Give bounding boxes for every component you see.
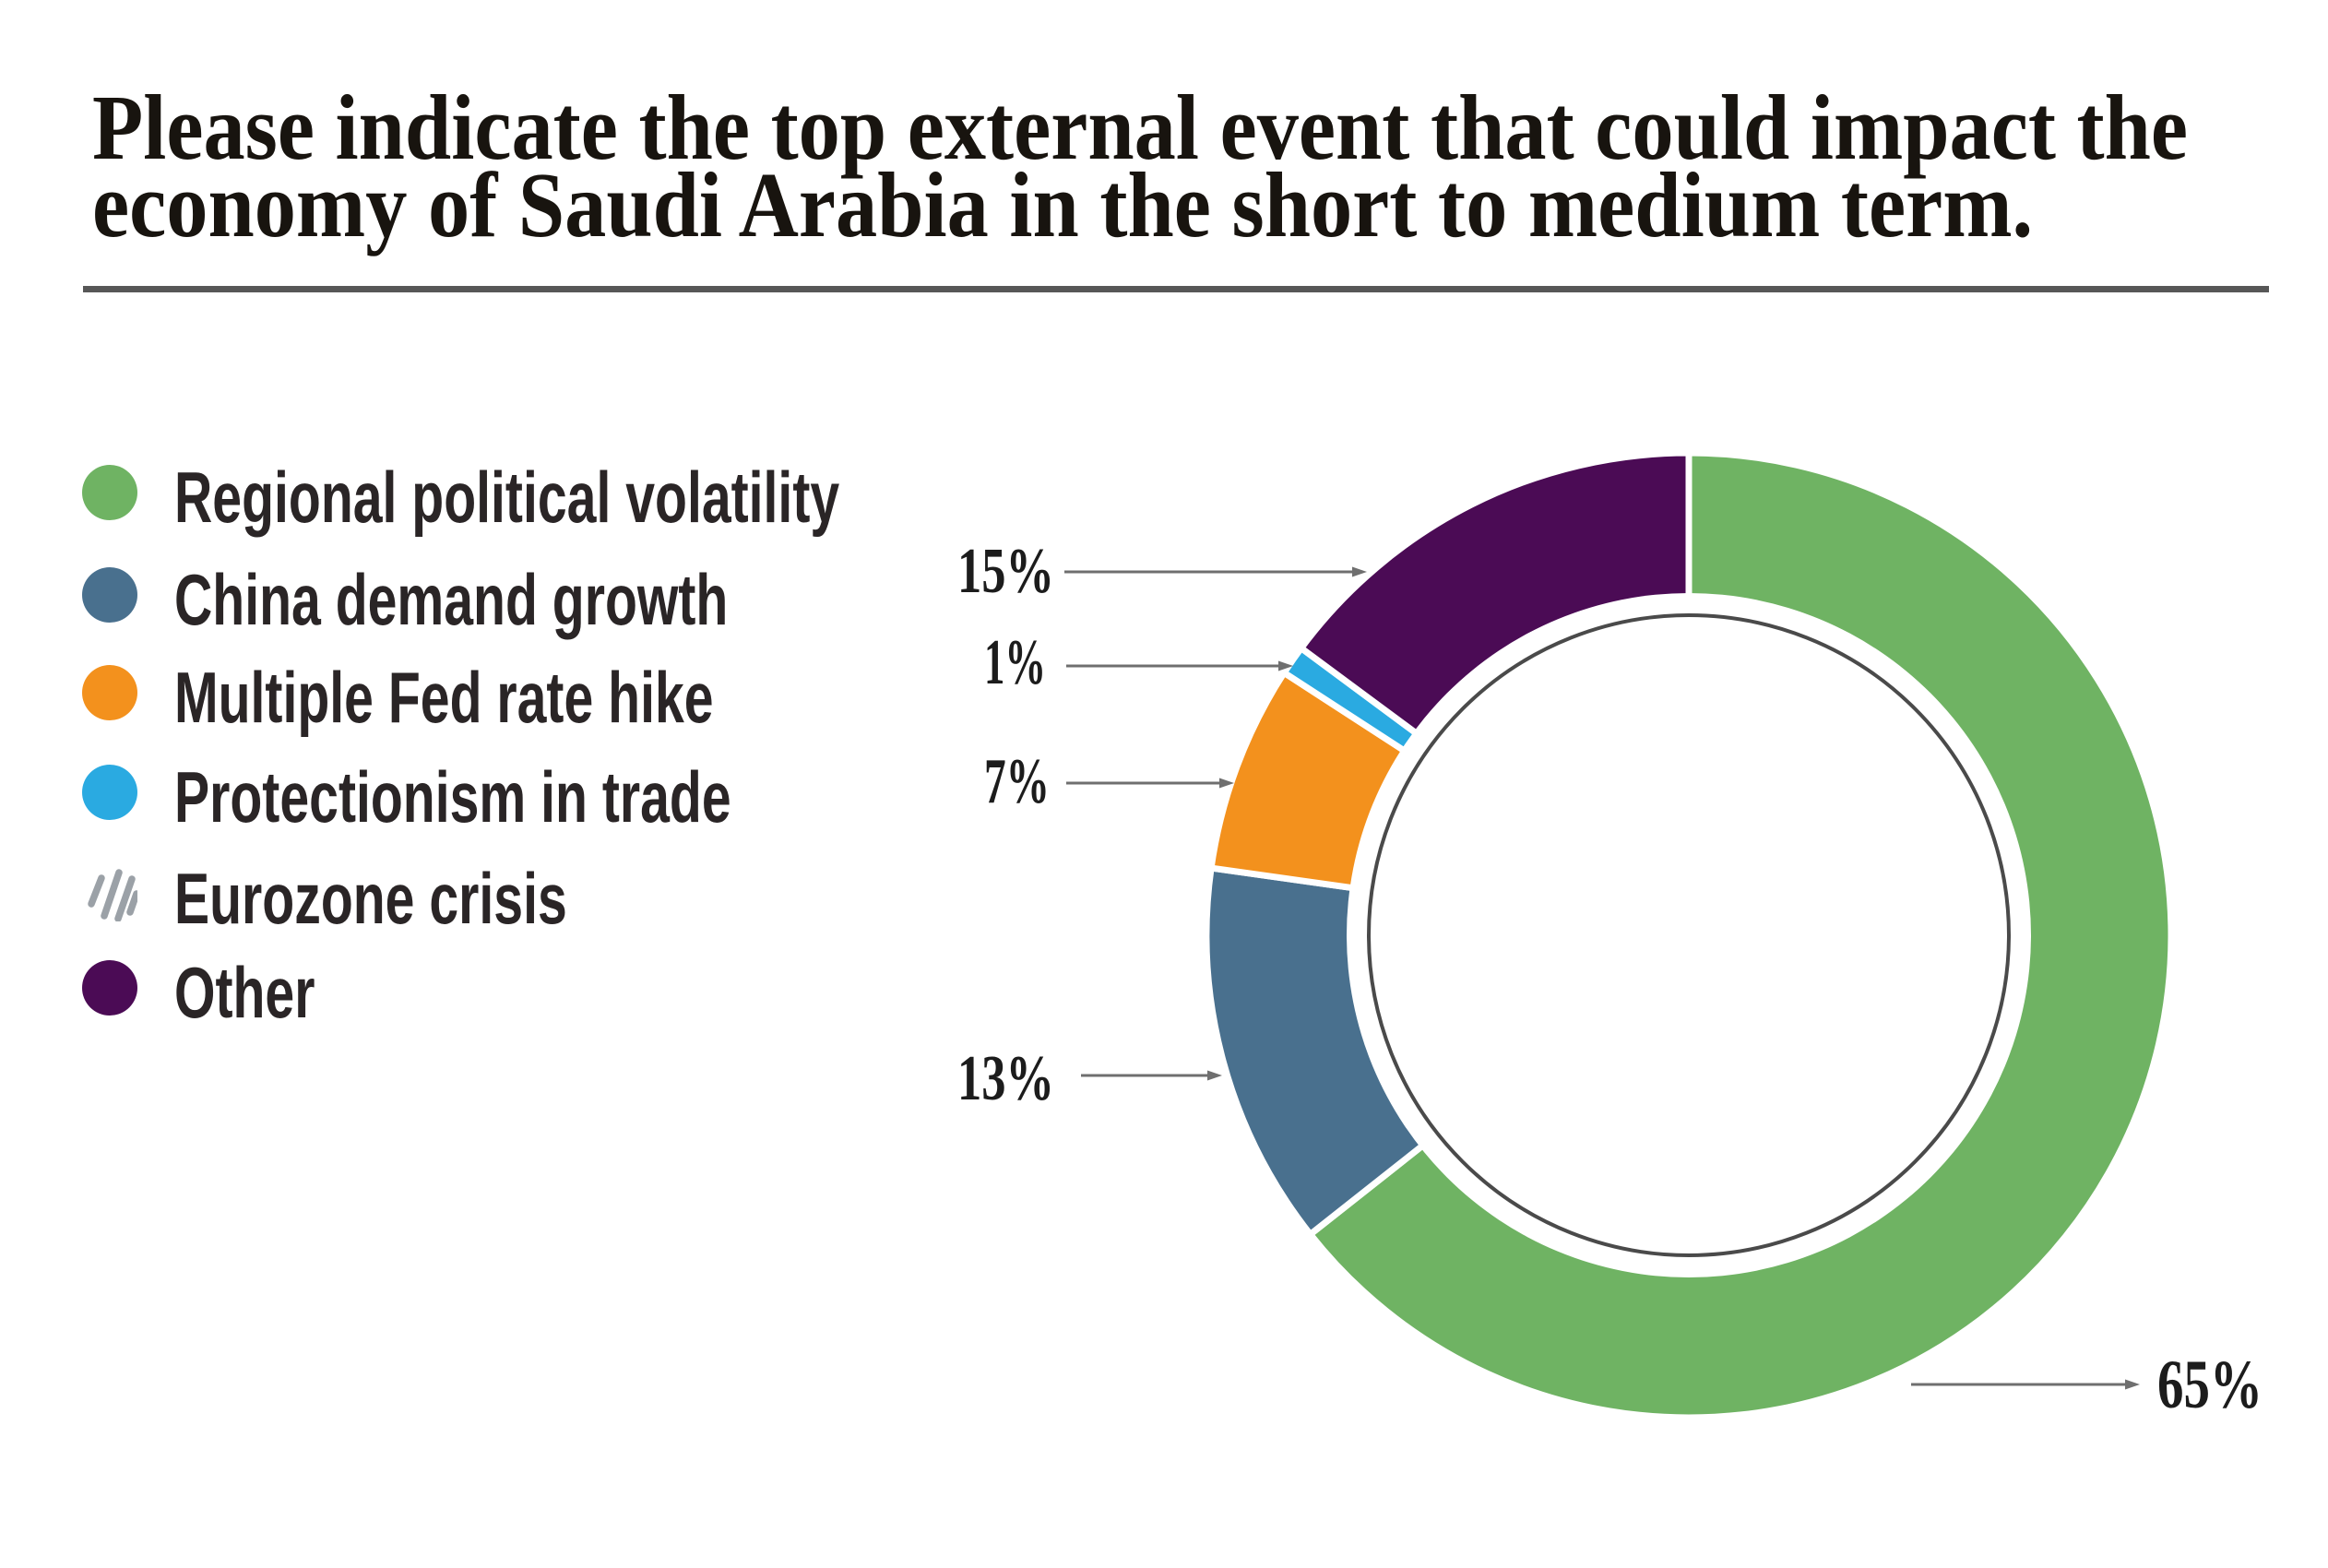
svg-text:7%: 7% — [984, 746, 1050, 817]
svg-text:15%: 15% — [957, 536, 1054, 607]
svg-text:1%: 1% — [984, 627, 1046, 698]
svg-text:65%: 65% — [2157, 1347, 2263, 1423]
svg-text:13%: 13% — [957, 1043, 1054, 1114]
